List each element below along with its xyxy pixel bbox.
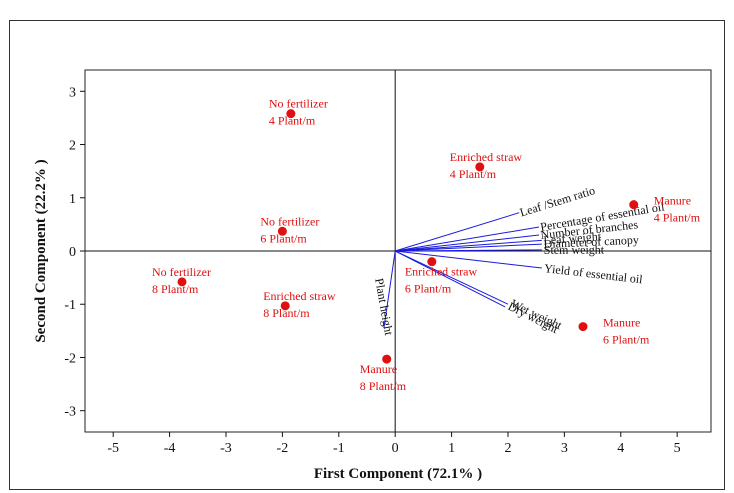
score-point-label-line1: No fertilizer	[269, 97, 328, 111]
loading-vector-label: Stem weight	[544, 243, 605, 257]
score-point-label-line1: Manure	[360, 362, 397, 376]
x-tick-label: 5	[674, 441, 681, 456]
score-point-label-line2: 4 Plant/m	[450, 167, 497, 181]
score-point-label-line1: Manure	[603, 316, 640, 330]
loading-vector-line	[395, 250, 542, 269]
loading-vector-line	[395, 234, 540, 252]
score-point-label-line1: Enriched straw	[405, 265, 478, 279]
score-point	[277, 226, 287, 236]
score-point	[382, 354, 392, 364]
x-tick-label: -3	[220, 441, 232, 456]
x-axis-title: First Component (72.1% )	[314, 466, 482, 482]
score-point-label-line2: 4 Plant/m	[654, 211, 701, 225]
x-axis-ticks: -5 -4 -3 -2 -1 0 1 2 3 4 5	[107, 432, 681, 456]
score-point-label-line1: No fertilizer	[152, 265, 211, 279]
score-point	[475, 162, 485, 172]
x-tick-label: -5	[107, 441, 119, 456]
x-tick-label: 0	[392, 441, 399, 456]
x-tick-label: -1	[333, 441, 345, 456]
loading-vector-line	[394, 250, 506, 308]
score-point-label-line1: Manure	[654, 194, 691, 208]
y-axis-ticks: 3 2 1 0 -1 -2 -3	[64, 85, 85, 420]
y-axis-title: Second Component (22.2% )	[33, 159, 49, 342]
score-point-label-line2: 4 Plant/m	[269, 114, 316, 128]
x-tick-label: 4	[617, 441, 624, 456]
score-point	[578, 322, 588, 332]
loading-vector-line	[394, 250, 509, 305]
score-point-label-line1: Enriched straw	[450, 150, 523, 164]
score-point-label-line2: 6 Plant/m	[405, 282, 452, 296]
x-tick-label: 1	[448, 441, 455, 456]
y-tick-label: 1	[69, 192, 76, 207]
loading-vector-line	[395, 212, 520, 252]
x-tick-label: -4	[164, 441, 176, 456]
loading-vector-label: Yield of essential oil	[543, 261, 644, 286]
chart-frame	[9, 20, 725, 490]
loading-vector-label: Diameter of canopy	[543, 233, 639, 251]
score-point-label-line2: 8 Plant/m	[263, 306, 310, 320]
loading-vector-line	[383, 250, 396, 329]
y-tick-label: 2	[69, 139, 76, 154]
y-tick-label: -1	[64, 298, 76, 313]
loading-vector-line	[395, 226, 540, 252]
loading-vector-label: Plant height	[372, 277, 396, 337]
y-tick-label: 0	[69, 245, 76, 260]
score-point	[280, 301, 290, 311]
score-point-label-line1: Enriched straw	[263, 289, 336, 303]
y-tick-label: 3	[69, 85, 76, 100]
loading-vector-line	[395, 243, 542, 252]
score-point	[629, 200, 639, 210]
score-point-label-line2: 8 Plant/m	[360, 379, 407, 393]
score-points: No fertilizer 4 Plant/m Enriched straw 4 Pl…	[152, 97, 701, 393]
score-point-label-line2: 8 Plant/m	[152, 282, 199, 296]
x-tick-label: 3	[561, 441, 568, 456]
y-tick-label: -3	[64, 405, 76, 420]
y-tick-label: -2	[64, 351, 76, 366]
score-point-label-line2: 6 Plant/m	[260, 231, 307, 245]
score-point	[177, 277, 187, 287]
score-point-label-line1: No fertilizer	[260, 214, 319, 228]
loading-vector-line	[395, 249, 542, 252]
loading-vector-line	[395, 239, 542, 252]
score-point	[427, 257, 437, 267]
score-point	[286, 109, 296, 119]
x-tick-label: 2	[504, 441, 511, 456]
x-tick-label: -2	[277, 441, 289, 456]
score-point-label-line2: 6 Plant/m	[603, 333, 650, 347]
loading-vector-label: Leaf weight	[543, 229, 602, 247]
